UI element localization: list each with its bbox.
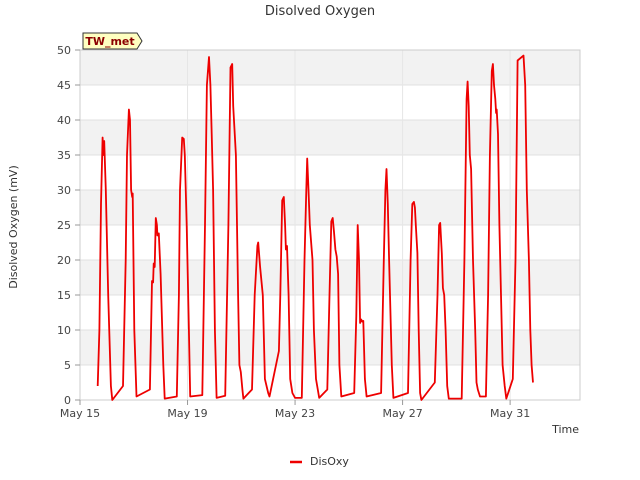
x-axis: May 15 May 19 May 23 May 27 May 31: [60, 400, 530, 420]
background-band: [80, 120, 580, 155]
x-tick-label: May 23: [275, 407, 315, 420]
y-tick-label: 25: [57, 219, 71, 232]
y-tick-label: 50: [57, 44, 71, 57]
y-tick-label: 20: [57, 254, 71, 267]
x-axis-title: Time: [551, 423, 579, 436]
x-tick-label: May 19: [167, 407, 207, 420]
site-badge: TW_met: [82, 32, 143, 50]
background-band: [80, 190, 580, 225]
background-bands: [80, 50, 580, 365]
y-tick-label: 30: [57, 184, 71, 197]
legend: DisOxy: [290, 455, 349, 468]
y-tick-label: 45: [57, 79, 71, 92]
background-band: [80, 330, 580, 365]
site-badge-shape: [82, 32, 143, 50]
y-tick-label: 40: [57, 114, 71, 127]
x-tick-label: May 27: [382, 407, 422, 420]
y-tick-label: 35: [57, 149, 71, 162]
y-tick-label: 10: [57, 324, 71, 337]
site-badge-label: TW_met: [85, 35, 134, 48]
x-tick-label: May 15: [60, 407, 100, 420]
y-tick-label: 5: [64, 359, 71, 372]
y-tick-label: 15: [57, 289, 71, 302]
x-tick-label: May 31: [490, 407, 530, 420]
y-axis: 0 5 10 15 20 25 30 35 40 45 50: [57, 44, 80, 407]
series-line-disoxy: [96, 54, 534, 401]
y-axis-title: Disolved Oxygen (mV): [7, 165, 20, 289]
y-tick-label: 0: [64, 394, 71, 407]
legend-label-disoxy: DisOxy: [310, 455, 349, 468]
background-band: [80, 50, 580, 85]
chart-title: Disolved Oxygen: [265, 4, 375, 19]
series-layer: [96, 54, 534, 401]
